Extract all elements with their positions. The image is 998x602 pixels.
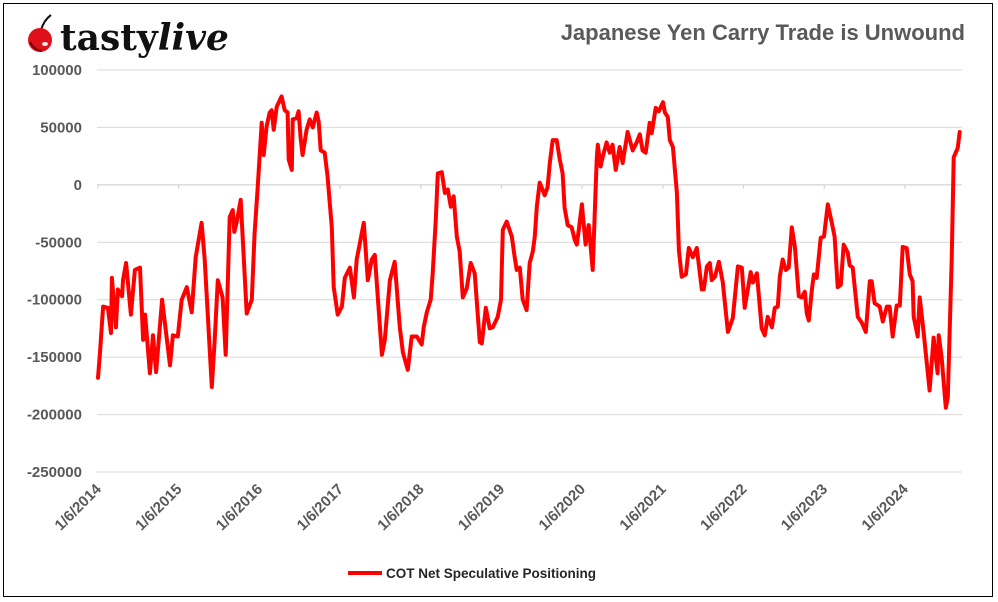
x-tick-label: 1/6/2019 [455, 481, 508, 534]
x-tick-label: 1/6/2021 [616, 481, 669, 534]
logo-text: tastylive [60, 17, 229, 59]
chart-frame [3, 3, 993, 597]
x-tick-label: 1/6/2020 [536, 481, 589, 534]
x-tick-label: 1/6/2018 [374, 481, 427, 534]
x-axis: 1/6/2014 1/6/2015 1/6/2016 1/6/2017 1/6/2018… [52, 480, 913, 534]
x-tick-label: 1/6/2024 [858, 480, 912, 534]
legend-label: COT Net Speculative Positioning [386, 566, 596, 581]
chart-title: Japanese Yen Carry Trade is Unwound [561, 20, 965, 45]
y-tick-label: 100000 [32, 62, 82, 79]
x-tick-label: 1/6/2022 [697, 481, 750, 534]
y-axis: 100000 50000 0 -50000 -100000 -150000 -200000 -… [27, 62, 82, 481]
y-tick-label: -150000 [27, 349, 82, 366]
y-tick-label: -250000 [27, 464, 82, 481]
tastylive-logo: tastylive [28, 14, 229, 59]
y-tick-label: -100000 [27, 292, 82, 309]
y-tick-label: 50000 [40, 119, 82, 136]
x-tick-label: 1/6/2014 [52, 480, 106, 534]
legend: COT Net Speculative Positioning [348, 566, 596, 581]
series-line [96, 94, 962, 410]
x-tick-label: 1/6/2017 [294, 481, 347, 534]
y-tick-label: -50000 [35, 234, 82, 251]
x-tick-label: 1/6/2023 [778, 481, 831, 534]
cherry-icon [28, 14, 52, 52]
x-tick-label: 1/6/2016 [213, 481, 266, 534]
y-tick-label: -200000 [27, 407, 82, 424]
y-tick-label: 0 [74, 177, 82, 194]
series-lines [96, 94, 962, 410]
x-tick-label: 1/6/2015 [132, 481, 185, 534]
